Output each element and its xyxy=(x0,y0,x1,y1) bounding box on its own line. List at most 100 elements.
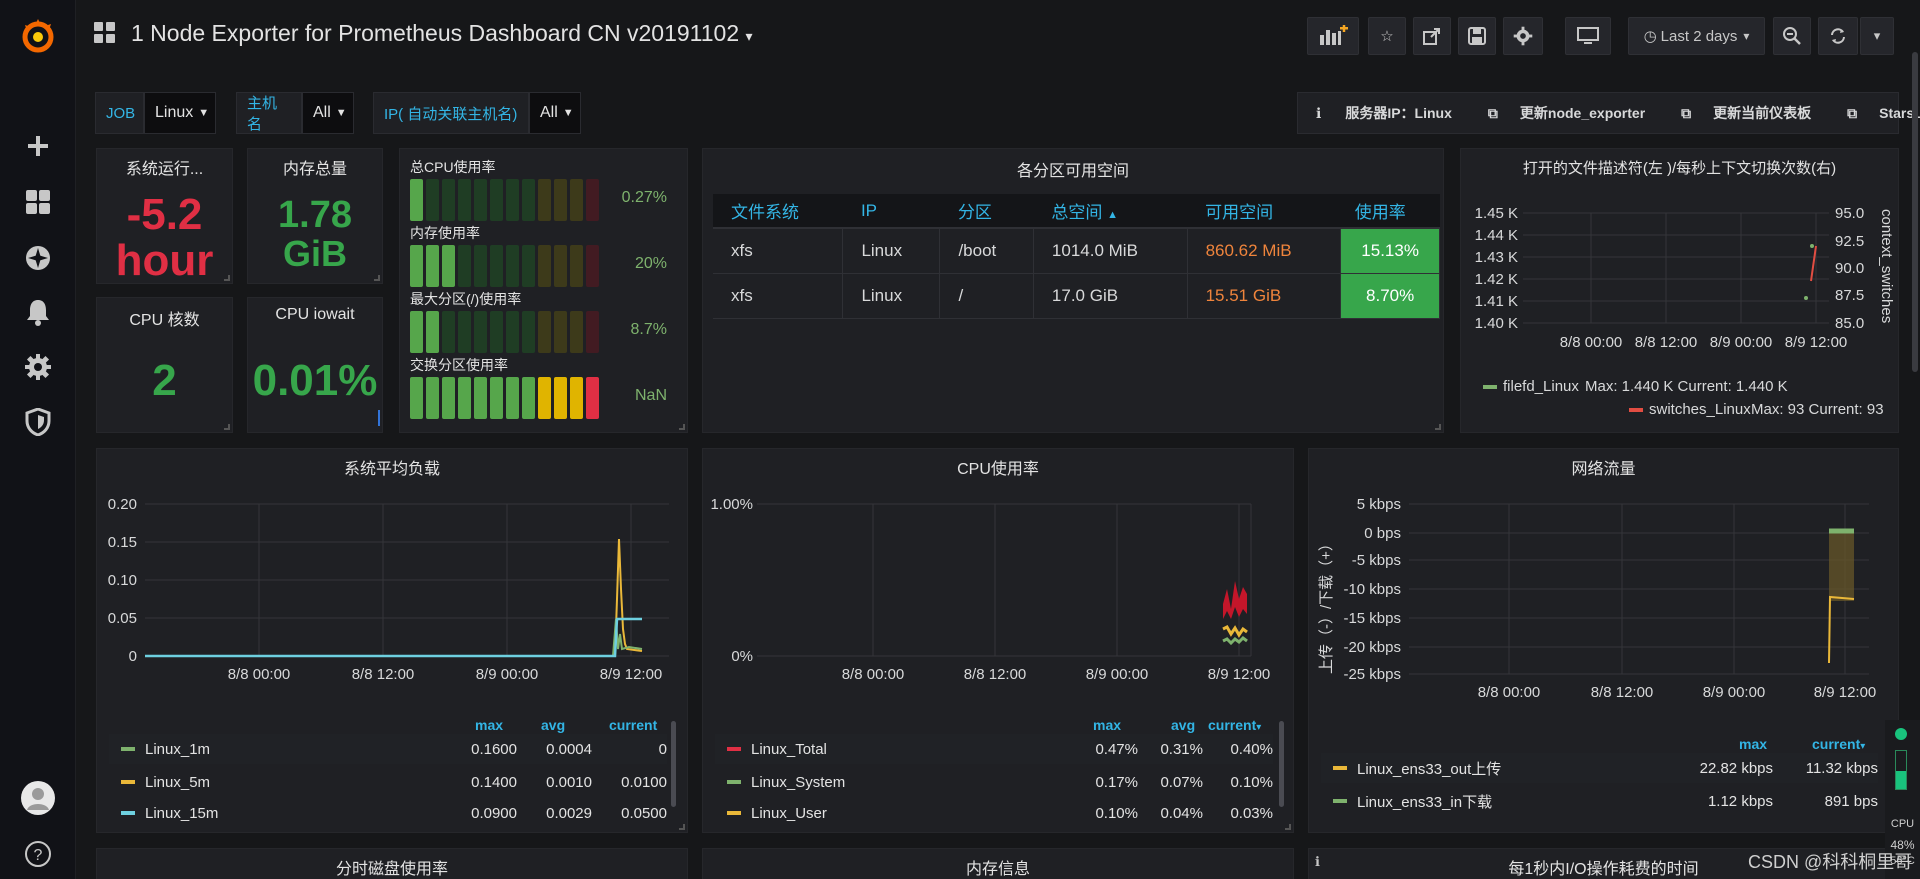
x-tick: 8/8 12:00 xyxy=(352,666,415,683)
legend-item[interactable]: Linux_ens33_out上传 22.82 kbps 11.32 kbps xyxy=(1321,753,1878,783)
col-ip[interactable]: IP xyxy=(842,194,940,229)
col-available-space[interactable]: 可用空间 xyxy=(1187,194,1341,229)
var-hostname-label: 主机名 xyxy=(236,92,302,134)
x-tick: 8/8 00:00 xyxy=(1560,334,1623,351)
resize-handle[interactable] xyxy=(679,424,685,430)
grafana-logo-icon[interactable] xyxy=(18,16,58,56)
legend-item[interactable]: Linux_User 0.10% 0.04% 0.03% xyxy=(715,799,1273,825)
star-button[interactable]: ☆ xyxy=(1368,17,1406,55)
legend-header-max[interactable]: max xyxy=(475,717,504,733)
resize-handle[interactable] xyxy=(374,275,380,281)
legend-item[interactable]: Linux_15m 0.0900 0.0029 0.0500 xyxy=(109,799,667,825)
dashboard-grid-icon[interactable] xyxy=(94,22,116,49)
cpu-cores-stat-panel[interactable]: CPU 核数 2 xyxy=(96,297,233,433)
info-icon: ℹ xyxy=(1316,105,1322,121)
link-update-node-exporter[interactable]: ⧉ 更新node_exporter xyxy=(1470,103,1663,123)
legend-header-current[interactable]: current xyxy=(609,717,658,733)
add-panel-button[interactable] xyxy=(1307,17,1359,55)
link-update-dashboard[interactable]: ⧉ 更新当前仪表板 xyxy=(1663,103,1829,123)
legend-header-max[interactable]: max xyxy=(1093,717,1122,733)
col-total-space[interactable]: 总空间 ▲ xyxy=(1033,194,1188,229)
refresh-interval-dropdown[interactable]: ▾ xyxy=(1860,17,1894,55)
info-icon[interactable]: ℹ xyxy=(1315,854,1320,869)
link-server-ip[interactable]: ℹ 服务器IP：Linux xyxy=(1298,103,1470,123)
tv-mode-icon xyxy=(1577,27,1599,44)
plus-icon[interactable] xyxy=(18,126,58,166)
partition-space-panel[interactable]: 各分区可用空间 文件系统 IP 分区 总空间 ▲ 可用空间 使用率 xfs Li… xyxy=(702,148,1444,433)
bar-gauge-cell xyxy=(586,311,599,353)
zoom-out-icon xyxy=(1783,27,1801,45)
legend-item[interactable]: Linux_5m 0.1400 0.0010 0.0100 xyxy=(109,767,667,797)
legend-max: 0.10% xyxy=(1095,805,1138,822)
legend-scrollbar[interactable] xyxy=(1279,721,1284,807)
cell-ip: Linux xyxy=(842,273,941,319)
legend-header-avg[interactable]: avg xyxy=(1171,717,1196,733)
cpu-usage-panel[interactable]: CPU使用率 1.00% 0% 8/8 00:00 8/8 12:00 8/9 … xyxy=(702,448,1294,833)
resize-handle[interactable] xyxy=(1435,424,1441,430)
var-ip-select[interactable]: All ▼ xyxy=(529,92,581,134)
legend-item[interactable]: Linux_Total 0.47% 0.31% 0.40% xyxy=(715,734,1273,764)
legend-item[interactable]: Linux_ens33_in下载 1.12 kbps 891 bps xyxy=(1321,786,1878,816)
server-admin-shield-icon[interactable] xyxy=(18,402,58,442)
legend-swatch xyxy=(121,811,135,815)
link-server-ip-text: 服务器IP：Linux xyxy=(1345,105,1452,121)
bar-gauge-cell xyxy=(554,245,567,287)
cpu-iowait-stat-panel[interactable]: CPU iowait 0.01% xyxy=(247,297,383,433)
uptime-stat-panel[interactable]: 系统运行... -5.2 hour xyxy=(96,148,233,284)
col-partition[interactable]: 分区 xyxy=(939,194,1034,229)
legend-current: 0.0500 xyxy=(621,805,667,822)
refresh-button[interactable] xyxy=(1818,17,1858,55)
memory-info-panel[interactable]: 内存信息 xyxy=(702,848,1294,879)
resize-handle[interactable] xyxy=(679,824,685,830)
legend-header-current-label: current xyxy=(1812,736,1861,752)
io-time-panel[interactable]: ℹ 每1秒内I/O操作耗费的时间 xyxy=(1308,848,1899,879)
network-traffic-panel[interactable]: 网络流量 5 kbps 0 bps -5 kbps -10 kbps -15 k… xyxy=(1308,448,1899,833)
var-job-select[interactable]: Linux ▼ xyxy=(144,92,216,134)
legend-max: 0.1400 xyxy=(471,773,517,791)
resize-handle[interactable] xyxy=(224,275,230,281)
legend-current: 11.32 kbps xyxy=(1805,759,1878,777)
dashboards-icon[interactable] xyxy=(18,182,58,222)
link-blog[interactable]: ⧉ StarsL's Blog xyxy=(1829,105,1920,122)
legend-scrollbar[interactable] xyxy=(671,721,676,807)
dashboard-title[interactable]: 1 Node Exporter for Prometheus Dashboard… xyxy=(131,20,753,47)
legend-header-avg[interactable]: avg xyxy=(541,717,566,733)
var-hostname-select[interactable]: All ▼ xyxy=(302,92,354,134)
legend-current: 0.0100 xyxy=(621,773,667,791)
legend-item[interactable]: Linux_1m 0.1600 0.0004 0 xyxy=(109,734,667,764)
load-average-panel[interactable]: 系统平均负载 0.20 0.15 0.10 0.05 0 8/8 00:00 8… xyxy=(96,448,688,833)
y-tick: 0 xyxy=(129,648,137,665)
alerting-bell-icon[interactable] xyxy=(18,292,58,332)
legend-item[interactable]: Linux_System 0.17% 0.07% 0.10% xyxy=(715,767,1273,797)
legend-current: 891 bps xyxy=(1824,792,1878,810)
tv-mode-button[interactable] xyxy=(1565,17,1611,55)
memory-total-stat-panel[interactable]: 内存总量 1.78 GiB xyxy=(247,148,383,284)
filefd-context-switch-panel[interactable]: 打开的文件描述符(左 )/每秒上下文切换次数(右) 1.45 K 1.44 K … xyxy=(1460,148,1899,433)
table-row: xfs Linux /boot 1014.0 MiB 860.62 MiB 15… xyxy=(713,228,1440,274)
resize-handle[interactable] xyxy=(1285,824,1291,830)
legend-header-current[interactable]: current▾ xyxy=(1208,717,1261,733)
share-button[interactable] xyxy=(1413,17,1451,55)
usage-bar-gauge-panel[interactable]: 总CPU使用率 0.27% 内存使用率 20% 最大分区(/)使用率 8.7% 交换分区使用… xyxy=(399,148,688,433)
network-graph: 5 kbps 0 bps -5 kbps -10 kbps -15 kbps -… xyxy=(1318,496,1876,701)
cell-available-space: 860.62 MiB xyxy=(1187,228,1342,274)
disk-usage-panel[interactable]: 分时磁盘使用率 xyxy=(96,848,688,879)
save-button[interactable] xyxy=(1458,17,1496,55)
settings-button[interactable] xyxy=(1503,17,1543,55)
help-icon[interactable]: ? xyxy=(18,834,58,874)
bar-gauge-cell xyxy=(538,179,551,221)
cell-partition: / xyxy=(939,273,1034,319)
legend-header-max[interactable]: max xyxy=(1739,736,1768,752)
zoom-out-button[interactable] xyxy=(1773,17,1811,55)
legend-header-current[interactable]: current▾ xyxy=(1812,736,1865,752)
explore-icon[interactable] xyxy=(18,238,58,278)
configuration-gear-icon[interactable] xyxy=(18,347,58,387)
user-avatar-icon[interactable] xyxy=(18,778,58,818)
page-scrollbar[interactable] xyxy=(1912,52,1918,372)
time-range-picker[interactable]: ◷ Last 2 days ▾ xyxy=(1628,17,1765,55)
legend-avg: 0.0029 xyxy=(546,805,592,822)
resize-handle[interactable] xyxy=(224,424,230,430)
col-filesystem[interactable]: 文件系统 xyxy=(713,194,843,229)
external-link-icon: ⧉ xyxy=(1487,105,1498,121)
col-usage[interactable]: 使用率 xyxy=(1340,194,1440,229)
